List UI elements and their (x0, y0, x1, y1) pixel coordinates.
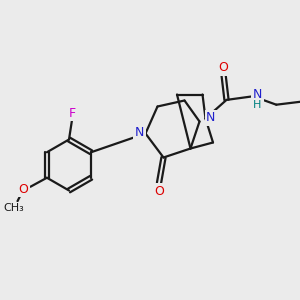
Text: O: O (219, 61, 228, 74)
Text: F: F (68, 106, 76, 120)
Text: H: H (253, 100, 262, 110)
Text: CH₃: CH₃ (4, 203, 24, 213)
Text: N: N (253, 88, 262, 101)
Text: O: O (154, 184, 164, 198)
Text: O: O (19, 183, 28, 196)
Text: N: N (206, 111, 216, 124)
Text: N: N (135, 126, 144, 139)
